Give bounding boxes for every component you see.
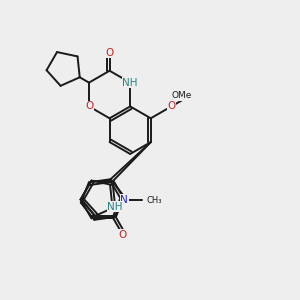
Text: OMe: OMe [172,91,192,100]
Text: N: N [120,194,128,205]
Text: NH: NH [107,202,123,212]
Text: O: O [119,230,127,240]
Text: CH₃: CH₃ [146,196,162,205]
Text: O: O [167,101,176,111]
Text: O: O [85,101,93,111]
Text: NH: NH [122,78,138,88]
Text: O: O [106,48,114,58]
